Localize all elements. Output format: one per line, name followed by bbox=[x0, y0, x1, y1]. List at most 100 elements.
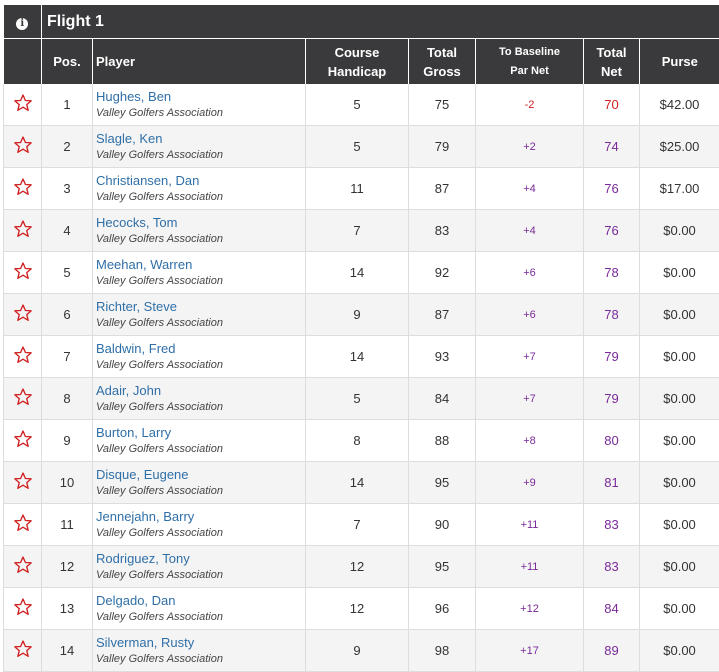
position-cell: 14 bbox=[41, 629, 93, 672]
star-icon bbox=[13, 219, 33, 239]
purse-cell: $0.00 bbox=[639, 545, 719, 588]
player-name-link[interactable]: Slagle, Ken bbox=[96, 130, 163, 146]
player-name-link[interactable]: Meehan, Warren bbox=[96, 256, 193, 272]
baseline-par-net-cell: +9 bbox=[475, 461, 584, 504]
star-icon bbox=[13, 177, 33, 197]
column-total-net[interactable]: Total Net bbox=[583, 38, 640, 84]
baseline-par-net-cell: +6 bbox=[475, 293, 584, 336]
player-name-link[interactable]: Rodriguez, Tony bbox=[96, 550, 190, 566]
total-net-cell: 84 bbox=[583, 587, 640, 630]
favorite-star-button[interactable] bbox=[3, 503, 42, 546]
table-row: 1 Hughes, Ben Valley Golfers Association 5 7… bbox=[3, 84, 719, 126]
player-association: Valley Golfers Association bbox=[96, 652, 223, 665]
course-handicap-cell: 14 bbox=[305, 335, 409, 378]
player-name-link[interactable]: Disque, Eugene bbox=[96, 466, 189, 482]
course-handicap-cell: 12 bbox=[305, 545, 409, 588]
player-name-link[interactable]: Hughes, Ben bbox=[96, 88, 172, 104]
total-gross-cell: 87 bbox=[408, 167, 476, 210]
player-name-link[interactable]: Silverman, Rusty bbox=[96, 634, 195, 650]
total-net-cell: 76 bbox=[583, 209, 640, 252]
position-cell: 5 bbox=[41, 251, 93, 294]
table-row: 13 Delgado, Dan Valley Golfers Association… bbox=[3, 587, 719, 630]
column-baseline[interactable]: To Baseline Par Net bbox=[475, 38, 584, 84]
star-icon bbox=[13, 345, 33, 365]
player-name-link[interactable]: Baldwin, Fred bbox=[96, 340, 176, 356]
player-association: Valley Golfers Association bbox=[96, 316, 223, 329]
purse-cell: $17.00 bbox=[639, 167, 719, 210]
player-association: Valley Golfers Association bbox=[96, 484, 223, 497]
favorite-star-button[interactable] bbox=[3, 629, 42, 672]
total-gross-cell: 75 bbox=[408, 84, 476, 126]
favorite-star-button[interactable] bbox=[3, 461, 42, 504]
column-total-net-line1: Total bbox=[596, 44, 627, 60]
total-gross-cell: 95 bbox=[408, 545, 476, 588]
total-net-cell: 80 bbox=[583, 419, 640, 462]
table-row: 10 Disque, Eugene Valley Golfers Associati… bbox=[3, 461, 719, 504]
star-icon bbox=[13, 303, 33, 323]
column-baseline-line2: Par Net bbox=[510, 64, 549, 77]
position-cell: 9 bbox=[41, 419, 93, 462]
favorite-star-button[interactable] bbox=[3, 335, 42, 378]
total-net-cell: 83 bbox=[583, 503, 640, 546]
favorite-star-button[interactable] bbox=[3, 167, 42, 210]
star-icon bbox=[13, 471, 33, 491]
course-handicap-cell: 9 bbox=[305, 293, 409, 336]
column-total-gross-line1: Total bbox=[426, 44, 458, 60]
column-baseline-line1: To Baseline bbox=[499, 45, 560, 58]
favorite-star-button[interactable] bbox=[3, 251, 42, 294]
table-row: 11 Jennejahn, Barry Valley Golfers Associa… bbox=[3, 503, 719, 546]
total-net-cell: 74 bbox=[583, 125, 640, 168]
baseline-par-net-cell: +4 bbox=[475, 167, 584, 210]
column-course-handicap[interactable]: Course Handicap bbox=[305, 38, 409, 84]
player-name-link[interactable]: Delgado, Dan bbox=[96, 592, 176, 608]
star-icon bbox=[13, 261, 33, 281]
player-name-link[interactable]: Jennejahn, Barry bbox=[96, 508, 195, 524]
player-cell: Delgado, Dan Valley Golfers Association bbox=[92, 587, 306, 630]
total-gross-cell: 90 bbox=[408, 503, 476, 546]
total-net-cell: 83 bbox=[583, 545, 640, 588]
player-cell: Christiansen, Dan Valley Golfers Associat… bbox=[92, 167, 306, 210]
total-gross-cell: 98 bbox=[408, 629, 476, 672]
favorite-star-button[interactable] bbox=[3, 84, 42, 126]
favorite-star-button[interactable] bbox=[3, 545, 42, 588]
purse-cell: $0.00 bbox=[639, 251, 719, 294]
star-icon bbox=[13, 93, 33, 113]
total-gross-cell: 92 bbox=[408, 251, 476, 294]
player-cell: Slagle, Ken Valley Golfers Association bbox=[92, 125, 306, 168]
course-handicap-cell: 14 bbox=[305, 251, 409, 294]
player-name-link[interactable]: Christiansen, Dan bbox=[96, 172, 200, 188]
total-net-cell: 79 bbox=[583, 335, 640, 378]
player-name-link[interactable]: Burton, Larry bbox=[96, 424, 172, 440]
favorite-star-button[interactable] bbox=[3, 293, 42, 336]
purse-cell: $0.00 bbox=[639, 461, 719, 504]
total-gross-cell: 87 bbox=[408, 293, 476, 336]
column-player[interactable]: Player bbox=[92, 38, 306, 84]
column-pos[interactable]: Pos. bbox=[41, 38, 93, 84]
player-name-link[interactable]: Hecocks, Tom bbox=[96, 214, 178, 230]
favorite-star-button[interactable] bbox=[3, 377, 42, 420]
player-association: Valley Golfers Association bbox=[96, 400, 223, 413]
baseline-par-net-cell: +12 bbox=[475, 587, 584, 630]
position-cell: 11 bbox=[41, 503, 93, 546]
total-net-cell: 78 bbox=[583, 251, 640, 294]
leaderboard-table: i Flight 1 Pos. Player Course Handicap To… bbox=[3, 5, 719, 672]
favorite-star-button[interactable] bbox=[3, 419, 42, 462]
player-name-link[interactable]: Richter, Steve bbox=[96, 298, 177, 314]
column-purse[interactable]: Purse bbox=[639, 38, 719, 84]
favorite-star-button[interactable] bbox=[3, 125, 42, 168]
player-cell: Hecocks, Tom Valley Golfers Association bbox=[92, 209, 306, 252]
baseline-par-net-cell: +4 bbox=[475, 209, 584, 252]
info-button[interactable]: i bbox=[3, 5, 42, 39]
baseline-par-net-cell: +2 bbox=[475, 125, 584, 168]
favorite-star-button[interactable] bbox=[3, 209, 42, 252]
player-cell: Hughes, Ben Valley Golfers Association bbox=[92, 84, 306, 126]
purse-cell: $0.00 bbox=[639, 335, 719, 378]
table-row: 3 Christiansen, Dan Valley Golfers Associa… bbox=[3, 167, 719, 210]
favorite-star-button[interactable] bbox=[3, 587, 42, 630]
column-total-gross[interactable]: Total Gross bbox=[408, 38, 476, 84]
leaderboard: i Flight 1 Pos. Player Course Handicap To… bbox=[3, 5, 719, 672]
course-handicap-cell: 7 bbox=[305, 503, 409, 546]
baseline-par-net-cell: +7 bbox=[475, 335, 584, 378]
total-gross-cell: 84 bbox=[408, 377, 476, 420]
player-name-link[interactable]: Adair, John bbox=[96, 382, 162, 398]
